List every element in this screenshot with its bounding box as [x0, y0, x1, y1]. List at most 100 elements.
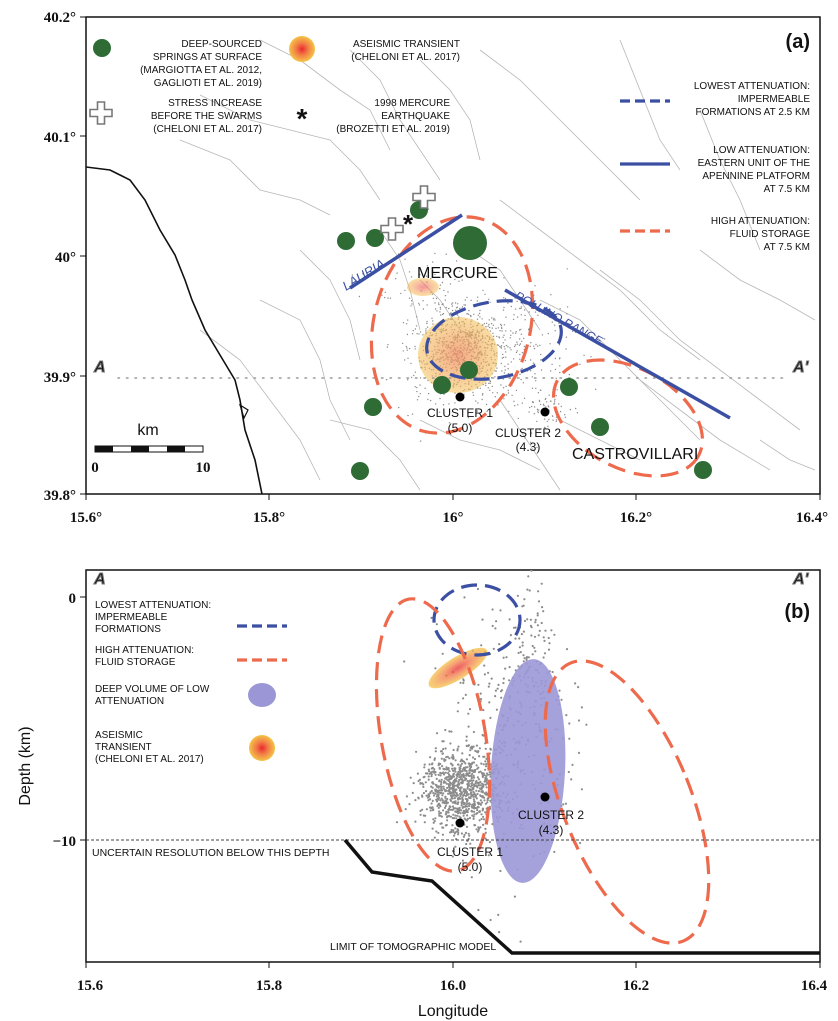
- seismic-event: [471, 786, 474, 790]
- seismic-event: [585, 723, 588, 726]
- seismic-event: [559, 410, 562, 413]
- seismic-event: [432, 821, 435, 824]
- seismic-event: [423, 763, 426, 766]
- seismic-event: [471, 810, 474, 813]
- seismic-event: [577, 719, 581, 722]
- seismic-event: [520, 368, 522, 371]
- legend-a: DEEP-SOURCED SPRINGS AT SURFACE (MARGIOTTA…: [89, 36, 810, 253]
- seismic-event: [439, 750, 443, 753]
- seismic-event: [483, 799, 486, 802]
- legend-quake-line-2: EARTHQUAKE: [381, 111, 450, 122]
- seismic-event: [434, 773, 437, 776]
- seismic-event: [519, 358, 521, 360]
- seismic-event: [492, 332, 494, 334]
- seismic-event: [502, 387, 505, 389]
- seismic-event: [545, 406, 547, 408]
- seismic-event: [494, 370, 496, 372]
- seismic-event: [519, 373, 521, 376]
- seismic-event: [521, 402, 523, 404]
- x-tick-15-8: 15.8: [256, 978, 282, 994]
- seismic-event: [485, 322, 488, 324]
- seismic-event: [451, 763, 454, 766]
- seismic-event: [552, 419, 554, 421]
- seismic-event: [507, 346, 509, 348]
- legend-aseismic-line-2: (CHELONI ET AL. 2017): [351, 52, 460, 63]
- x-tick-15-6: 15.6: [77, 978, 104, 994]
- seismic-event: [442, 404, 445, 406]
- seismic-event: [571, 763, 574, 767]
- seismic-event: [419, 274, 421, 276]
- seismic-event: [502, 681, 505, 685]
- seismic-event: [482, 815, 485, 818]
- seismic-event: [416, 399, 419, 401]
- seismic-event: [536, 408, 539, 410]
- pollino-fault-line: [504, 288, 731, 420]
- seismic-event: [497, 683, 500, 687]
- seismic-event: [488, 319, 490, 321]
- seismic-event: [362, 273, 364, 275]
- seismic-event: [558, 689, 561, 692]
- seismic-event: [451, 817, 454, 820]
- seismic-event: [475, 828, 478, 831]
- seismic-event: [441, 799, 444, 802]
- seismic-event: [434, 667, 437, 670]
- seismic-event: [467, 832, 470, 835]
- seismic-event: [419, 813, 422, 816]
- seismic-event: [408, 297, 411, 299]
- seismic-event: [472, 730, 475, 734]
- mercure-label: MERCURE: [417, 265, 498, 282]
- seismic-event: [520, 333, 522, 335]
- seismic-event: [502, 356, 505, 359]
- seismic-event: [510, 305, 512, 308]
- seismic-event: [482, 772, 485, 775]
- seismic-event: [479, 826, 482, 829]
- scale-max: 10: [196, 460, 211, 476]
- seismic-event: [481, 801, 484, 804]
- seismic-event: [469, 749, 472, 752]
- legend-high-line-1: HIGH ATTENUATION:: [711, 216, 810, 227]
- seismic-event: [520, 378, 522, 381]
- seismic-event: [476, 792, 479, 796]
- legend-stress-text: STRESS INCREASE BEFORE THE SWARMS (CHELONI…: [151, 98, 262, 135]
- seismic-event: [542, 636, 545, 639]
- seismic-event: [460, 773, 464, 777]
- seismic-event: [528, 311, 530, 313]
- seismic-event: [443, 393, 445, 395]
- seismic-event: [505, 385, 507, 387]
- seismic-event: [418, 395, 420, 398]
- seismic-event: [410, 276, 413, 278]
- seismic-event: [472, 774, 475, 778]
- seismic-event: [467, 783, 470, 786]
- seismic-event: [508, 666, 511, 669]
- seismic-event: [484, 802, 487, 805]
- seismic-event: [478, 819, 481, 822]
- seismic-event: [509, 337, 511, 339]
- seismic-event: [495, 620, 498, 623]
- seismic-event: [501, 330, 503, 332]
- seismic-event: [416, 390, 418, 393]
- seismic-event: [441, 313, 444, 316]
- seismic-event: [459, 307, 461, 310]
- seismic-event: [496, 344, 499, 346]
- seismic-event: [395, 821, 399, 824]
- legend-low-line-4: AT 7.5 KM: [764, 184, 810, 195]
- seismic-event: [543, 404, 545, 407]
- seismic-event: [416, 316, 418, 318]
- seismic-event: [500, 689, 504, 692]
- seismic-event: [462, 681, 465, 685]
- seismic-event: [443, 289, 445, 292]
- seismic-event: [471, 746, 474, 749]
- seismic-event: [476, 776, 479, 779]
- seismic-event: [474, 795, 477, 798]
- seismic-event: [456, 814, 459, 817]
- seismic-event: [468, 834, 471, 837]
- seismic-event: [455, 777, 458, 780]
- seismic-event: [471, 782, 474, 785]
- seismic-event: [468, 769, 471, 772]
- seismic-event: [434, 817, 437, 820]
- seismic-event: [559, 365, 561, 367]
- seismic-event: [433, 757, 436, 760]
- seismic-event: [531, 405, 533, 408]
- seismic-event: [577, 686, 580, 689]
